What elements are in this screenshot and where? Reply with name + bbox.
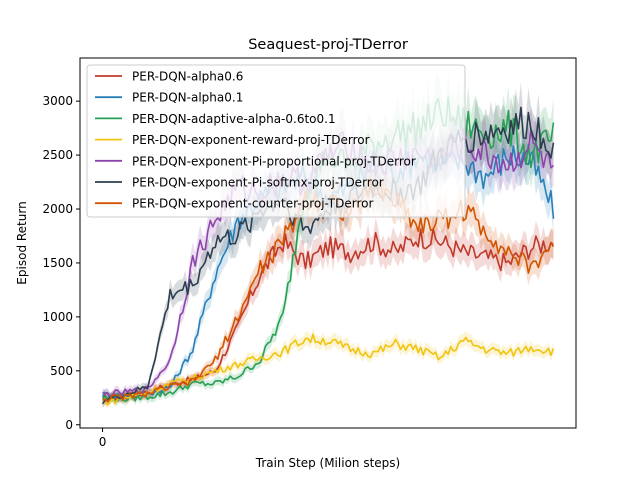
series-line bbox=[102, 333, 555, 406]
x-axis-label: Train Step (Milion steps) bbox=[255, 456, 400, 470]
legend-label: PER-DQN-exponent-counter-proj-TDerror bbox=[132, 197, 373, 211]
legend-label: PER-DQN-alpha0.6 bbox=[132, 70, 243, 84]
series-band bbox=[102, 71, 554, 406]
legend: PER-DQN-alpha0.6 PER-DQN-alpha0.1 PER-DQN-… bbox=[86, 64, 466, 218]
chart-title: Seaquest-proj-TDerror bbox=[248, 37, 408, 53]
legend-box bbox=[86, 64, 466, 218]
series-band bbox=[102, 158, 554, 406]
x-axis-ticks: 0 bbox=[99, 428, 107, 449]
y-tick-label: 500 bbox=[50, 364, 73, 378]
legend-label: PER-DQN-exponent-Pi-softmx-proj-TDerror bbox=[132, 176, 384, 190]
y-tick-label: 2000 bbox=[42, 202, 73, 216]
legend-label: PER-DQN-exponent-Pi-proportional-proj-TD… bbox=[132, 154, 416, 168]
y-tick-label: 1000 bbox=[42, 310, 73, 324]
legend-label: PER-DQN-adaptive-alpha-0.6to0.1 bbox=[132, 112, 336, 126]
y-tick-label: 1500 bbox=[42, 256, 73, 270]
series-line bbox=[102, 228, 555, 402]
y-axis-ticks: 0 500 1000 1500 2000 2500 3000 bbox=[42, 94, 80, 432]
y-axis-label: Episod Return bbox=[15, 201, 29, 284]
plot-frame bbox=[79, 57, 577, 429]
x-tick-label: 0 bbox=[99, 435, 107, 449]
series-band bbox=[102, 123, 554, 403]
y-tick-label: 3000 bbox=[42, 94, 73, 108]
legend-label: PER-DQN-exponent-reward-proj-TDerror bbox=[132, 133, 370, 147]
y-tick-label: 2500 bbox=[42, 148, 73, 162]
legend-label: PER-DQN-alpha0.1 bbox=[132, 91, 243, 105]
y-tick-label: 0 bbox=[65, 418, 73, 432]
